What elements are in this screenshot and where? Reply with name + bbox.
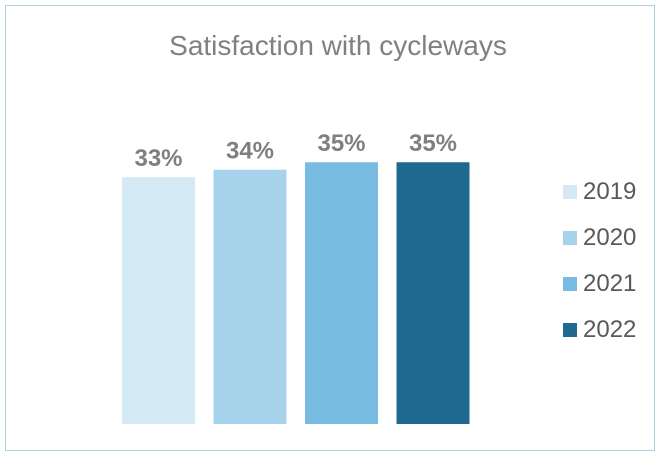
legend-item-2021: 2021 <box>563 270 637 297</box>
bar-2020 <box>213 169 287 424</box>
legend-swatch <box>563 277 577 291</box>
legend-label: 2021 <box>583 270 637 297</box>
legend-label: 2022 <box>583 316 637 343</box>
bar-2021 <box>305 162 378 424</box>
data-label-2021: 35% <box>317 130 365 157</box>
legend-item-2022: 2022 <box>563 316 637 343</box>
chart-title: Satisfaction with cycleways <box>169 30 507 61</box>
legend-swatch <box>563 323 577 337</box>
legend-item-2020: 2020 <box>563 224 637 251</box>
bar-2019 <box>122 177 195 424</box>
data-label-2019: 33% <box>134 145 182 172</box>
legend-label: 2019 <box>583 178 637 205</box>
legend-label: 2020 <box>583 224 637 251</box>
legend-swatch <box>563 231 577 245</box>
legend-item-2019: 2019 <box>563 178 637 205</box>
data-label-2022: 35% <box>409 130 457 157</box>
data-label-2020: 34% <box>226 138 274 165</box>
chart-legend: 2019 2020 2021 2022 <box>563 178 637 364</box>
bar-2022 <box>396 162 470 424</box>
legend-swatch <box>563 185 577 199</box>
